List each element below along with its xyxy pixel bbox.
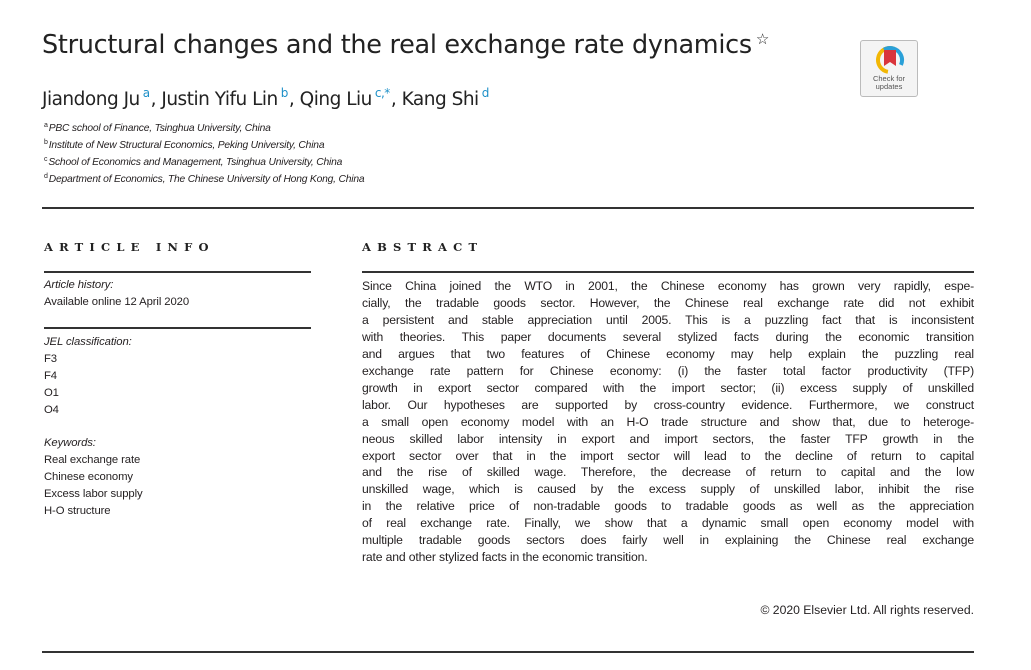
abstract-line: and the rise of skilled wage. Therefore,… <box>362 465 974 480</box>
abstract-line: multiple tradable goods sectors does fai… <box>362 533 974 548</box>
affiliation-d: dDepartment of Economics, The Chinese Un… <box>44 173 365 185</box>
affiliation-text: Institute of New Structural Economics, P… <box>48 140 325 151</box>
article-info-divider-2 <box>44 327 311 329</box>
badge-line-2: updates <box>875 82 903 91</box>
article-info-divider <box>44 271 311 273</box>
jel-code: O4 <box>44 404 59 416</box>
abstract-line: labor. Our hypotheses are supported by c… <box>362 397 974 412</box>
abstract-line: rate and other stylized facts in the eco… <box>362 550 648 565</box>
jel-label: JEL classification: <box>44 336 132 348</box>
author-name[interactable]: Qing Liu <box>299 89 373 110</box>
affiliation-mark: b <box>44 139 48 146</box>
abstract-line: of real exchange rate. Finally, we show … <box>362 516 974 531</box>
jel-code: F3 <box>44 353 57 365</box>
article-history-label: Article history: <box>44 279 114 291</box>
affiliation-mark: a <box>44 122 48 129</box>
footer-divider <box>42 651 974 653</box>
copyright: © 2020 Elsevier Ltd. All rights reserved… <box>760 603 974 617</box>
abstract-line: a persistent and stable appreciation unt… <box>362 312 974 327</box>
abstract-line: with theories. This paper documents seve… <box>362 329 974 344</box>
check-for-updates-badge[interactable]: Check for updates <box>860 40 918 97</box>
author-affiliation-link[interactable]: a <box>142 86 150 100</box>
paper-title: Structural changes and the real exchange… <box>42 30 769 60</box>
author-list: Jiandong Ju a, Justin Yifu Lin b, Qing Liu… <box>42 86 490 110</box>
abstract-line: exchange rate pattern for Chinese econom… <box>362 363 974 378</box>
abstract-divider <box>362 271 974 273</box>
available-online-date: Available online 12 April 2020 <box>44 296 190 308</box>
author-name[interactable]: Justin Yifu Lin <box>161 89 278 110</box>
affiliation-mark: c <box>44 156 48 163</box>
abstract-heading: ABSTRACT <box>362 240 484 254</box>
author-affiliation-link[interactable]: c,* <box>374 86 390 100</box>
jel-classification: JEL classification: F3 F4 O1 O4 <box>44 334 132 419</box>
abstract-line: Since China joined the WTO in 2001, the … <box>362 279 974 293</box>
badge-line-1: Check for <box>872 74 906 83</box>
article-history: Article history: Available online 12 Apr… <box>44 277 189 311</box>
article-info-heading: ARTICLE INFO <box>44 240 215 254</box>
affiliation-text: Department of Economics, The Chinese Uni… <box>48 174 365 185</box>
title-note-star[interactable]: ☆ <box>755 30 769 48</box>
keywords: Keywords: Real exchange rate Chinese eco… <box>44 435 143 520</box>
affiliation-b: bInstitute of New Structural Economics, … <box>44 139 325 151</box>
abstract-line: unskilled wage, which is caused by the e… <box>362 482 974 497</box>
jel-code: F4 <box>44 370 57 382</box>
abstract-body: Since China joined the WTO in 2001, the … <box>362 278 974 566</box>
keyword: H-O structure <box>44 505 111 517</box>
abstract-line: and argues that two features of Chinese … <box>362 346 974 361</box>
header-divider <box>42 207 974 209</box>
author-name[interactable]: Kang Shi <box>401 89 480 110</box>
jel-code: O1 <box>44 387 59 399</box>
abstract-line: in the relative price of non-tradable go… <box>362 499 974 514</box>
affiliation-mark: d <box>44 173 48 180</box>
affiliation-a: aPBC school of Finance, Tsinghua Univers… <box>44 122 271 134</box>
author-affiliation-link[interactable]: b <box>280 86 289 100</box>
author-name[interactable]: Jiandong Ju <box>42 89 140 110</box>
affiliation-text: School of Economics and Management, Tsin… <box>48 157 343 168</box>
affiliation-text: PBC school of Finance, Tsinghua Universi… <box>48 123 271 134</box>
keyword: Chinese economy <box>44 471 133 483</box>
affiliation-c: cSchool of Economics and Management, Tsi… <box>44 156 342 168</box>
abstract-line: neous skilled labor intensity in export … <box>362 431 974 446</box>
abstract-line: export sector over that in the import se… <box>362 448 974 463</box>
keywords-label: Keywords: <box>44 437 96 449</box>
keyword: Real exchange rate <box>44 454 141 466</box>
keyword: Excess labor supply <box>44 488 143 500</box>
abstract-line: a small open economy model with an H-O t… <box>362 414 974 429</box>
author-affiliation-link[interactable]: d <box>481 86 490 100</box>
abstract-line: cially, the tradable goods sector. Howev… <box>362 295 974 310</box>
check-for-updates-icon <box>876 45 904 74</box>
abstract-line: growth in export sector compared with th… <box>362 380 974 395</box>
title-text: Structural changes and the real exchange… <box>42 30 752 60</box>
